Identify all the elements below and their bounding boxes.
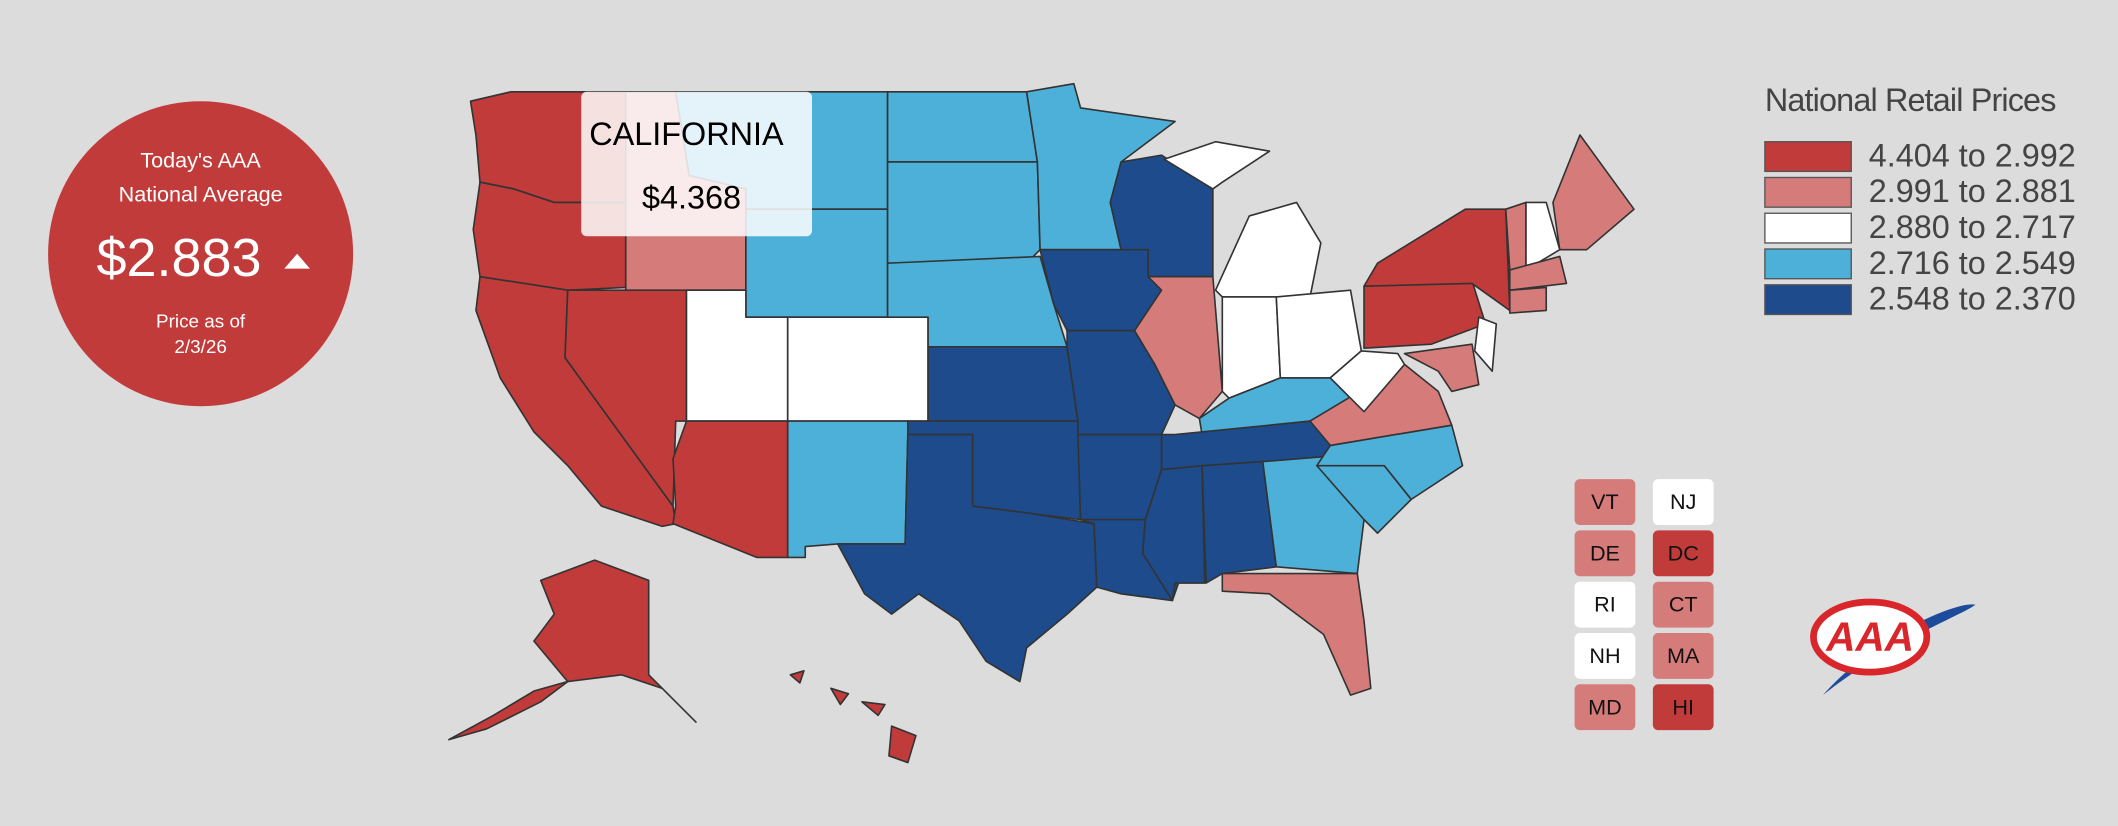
state-box[interactable] [1574, 581, 1636, 628]
legend-swatch [1764, 248, 1852, 280]
average-texts: Today's AAA National Average $2.883 Pric… [96, 148, 282, 359]
state-shape[interactable] [1508, 255, 1568, 291]
state-shape[interactable] [1525, 201, 1561, 271]
state-box-label: MD [1588, 694, 1622, 719]
legend-swatch [1764, 176, 1852, 208]
state-box[interactable] [1652, 632, 1714, 679]
state-box-label: DC [1668, 540, 1699, 565]
legend-label: 4.404 to 2.992 [1869, 137, 2076, 173]
state-shape[interactable] [789, 669, 805, 684]
state-shape[interactable] [886, 90, 1039, 163]
legend-title: National Retail Prices [1765, 82, 2057, 118]
up-arrow [284, 253, 310, 269]
state-box[interactable] [1574, 530, 1636, 577]
state-shape[interactable] [1163, 140, 1271, 190]
state-shape[interactable] [1201, 460, 1278, 584]
state-shape[interactable] [1473, 316, 1498, 372]
badge-date: 2/3/26 [174, 337, 226, 358]
state-box[interactable] [1574, 479, 1636, 526]
state-shape[interactable] [927, 346, 1079, 422]
badge-heading: National Average [119, 181, 283, 206]
aaa-logo: AAA [1810, 598, 1976, 696]
legend-swatch [1764, 212, 1852, 244]
badge-heading: Today's AAA [140, 148, 261, 173]
state-shape[interactable] [886, 161, 1041, 264]
state-shape[interactable] [1133, 275, 1224, 420]
legend-swatch [1764, 141, 1852, 173]
state-shape[interactable] [1504, 201, 1527, 271]
legend-label: 2.716 to 2.549 [1869, 245, 2076, 281]
state-box-label: VT [1591, 489, 1619, 514]
state-box[interactable] [1574, 632, 1636, 679]
state-shape[interactable] [830, 687, 850, 706]
state-box-label: DE [1590, 540, 1620, 565]
state-box-label: CT [1669, 592, 1698, 617]
legend-swatch [1764, 284, 1852, 316]
state-shape[interactable] [533, 559, 697, 723]
logo-text: AAA [1825, 613, 1914, 659]
state-shape[interactable] [1552, 134, 1635, 251]
state-box[interactable] [1574, 684, 1636, 731]
tooltip [581, 91, 813, 237]
average-badge [48, 101, 354, 407]
state-box[interactable] [1652, 530, 1714, 577]
state-box-label: NJ [1670, 489, 1696, 514]
state-shape[interactable] [786, 316, 929, 422]
state-shape[interactable] [1329, 350, 1406, 413]
state-box[interactable] [1652, 479, 1714, 526]
tooltip-state: CALIFORNIA [589, 116, 784, 152]
state-box-label: MA [1667, 643, 1700, 668]
state-shape[interactable] [448, 680, 569, 741]
state-box-label: NH [1589, 643, 1620, 668]
state-box[interactable] [1652, 684, 1714, 731]
state-shape[interactable] [836, 433, 1098, 683]
legend-label: 2.548 to 2.370 [1869, 281, 2076, 317]
badge-date-label: Price as of [156, 312, 246, 333]
state-shape[interactable] [1221, 572, 1372, 696]
state-shape[interactable] [861, 701, 886, 717]
tooltip-price: $4.368 [642, 179, 741, 215]
state-shape[interactable] [1403, 343, 1480, 393]
state-box-label: RI [1594, 592, 1616, 617]
logo-oval [1810, 598, 1931, 676]
legend-label: 2.880 to 2.717 [1869, 209, 2076, 245]
state-shape[interactable] [786, 420, 909, 559]
state-box-label: HI [1672, 694, 1694, 719]
legend-label: 2.991 to 2.881 [1869, 173, 2076, 209]
average-price: $2.883 [96, 228, 261, 288]
state-shape[interactable] [1508, 286, 1548, 314]
state-box[interactable] [1652, 581, 1714, 628]
small-state-boxes: VT NJ DE DC RI CT NH MA MD HI [1574, 479, 1714, 731]
state-shape[interactable] [888, 725, 917, 764]
